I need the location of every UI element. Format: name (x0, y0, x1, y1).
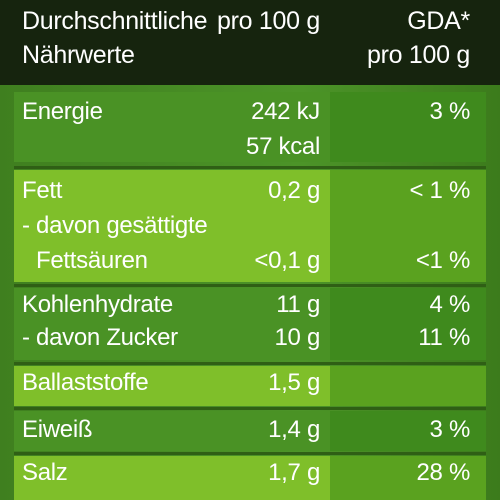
row-value: 0,2 g (268, 177, 320, 204)
band-ballaststoffe (14, 366, 486, 406)
divider (14, 166, 486, 169)
divider (14, 452, 486, 455)
row-gda: < 1 % (409, 177, 470, 204)
row-label: Salz (22, 459, 68, 486)
header-col-label: Durchschnittliche (22, 7, 208, 35)
row-gda: 3 % (429, 416, 471, 443)
row-gda: 4 % (429, 291, 471, 318)
row-label: Energie (22, 98, 103, 125)
band-kohlenhydrate (14, 288, 486, 360)
header-col-per100: pro 100 g (217, 7, 320, 35)
row-gda: 28 % (416, 459, 470, 486)
row-gda: <1 % (415, 247, 470, 274)
header-col-gda-2: pro 100 g (367, 41, 470, 69)
row-value: 1,5 g (268, 369, 320, 396)
band-fett (14, 170, 486, 282)
row-gda: 3 % (429, 98, 471, 125)
row-label: - davon gesättigte (22, 212, 208, 239)
row-value: 242 kJ (251, 98, 320, 125)
row-label: Ballaststoffe (22, 369, 149, 396)
divider (14, 284, 486, 287)
row-value-2: 57 kcal (246, 133, 320, 160)
row-gda: 11 % (418, 324, 470, 351)
band-salz (14, 456, 486, 500)
row-label: - davon Zucker (22, 324, 178, 351)
row-label: Kohlenhydrate (22, 291, 173, 318)
row-value: 1,4 g (268, 416, 320, 443)
row-value: 11 g (276, 291, 320, 318)
row-value: 10 g (274, 324, 320, 351)
band-energie (14, 92, 486, 162)
divider (14, 407, 486, 410)
header-col-label-2: Nährwerte (22, 41, 135, 69)
band-eiweiss (14, 411, 486, 451)
row-label: Fett (22, 177, 63, 204)
row-value: <0,1 g (254, 247, 320, 274)
divider (14, 362, 486, 365)
row-value: 1,7 g (268, 459, 320, 486)
header-col-gda: GDA* (407, 7, 470, 35)
row-label: Fettsäuren (36, 247, 148, 274)
table-header (0, 0, 500, 85)
row-label: Eiweiß (22, 416, 93, 443)
